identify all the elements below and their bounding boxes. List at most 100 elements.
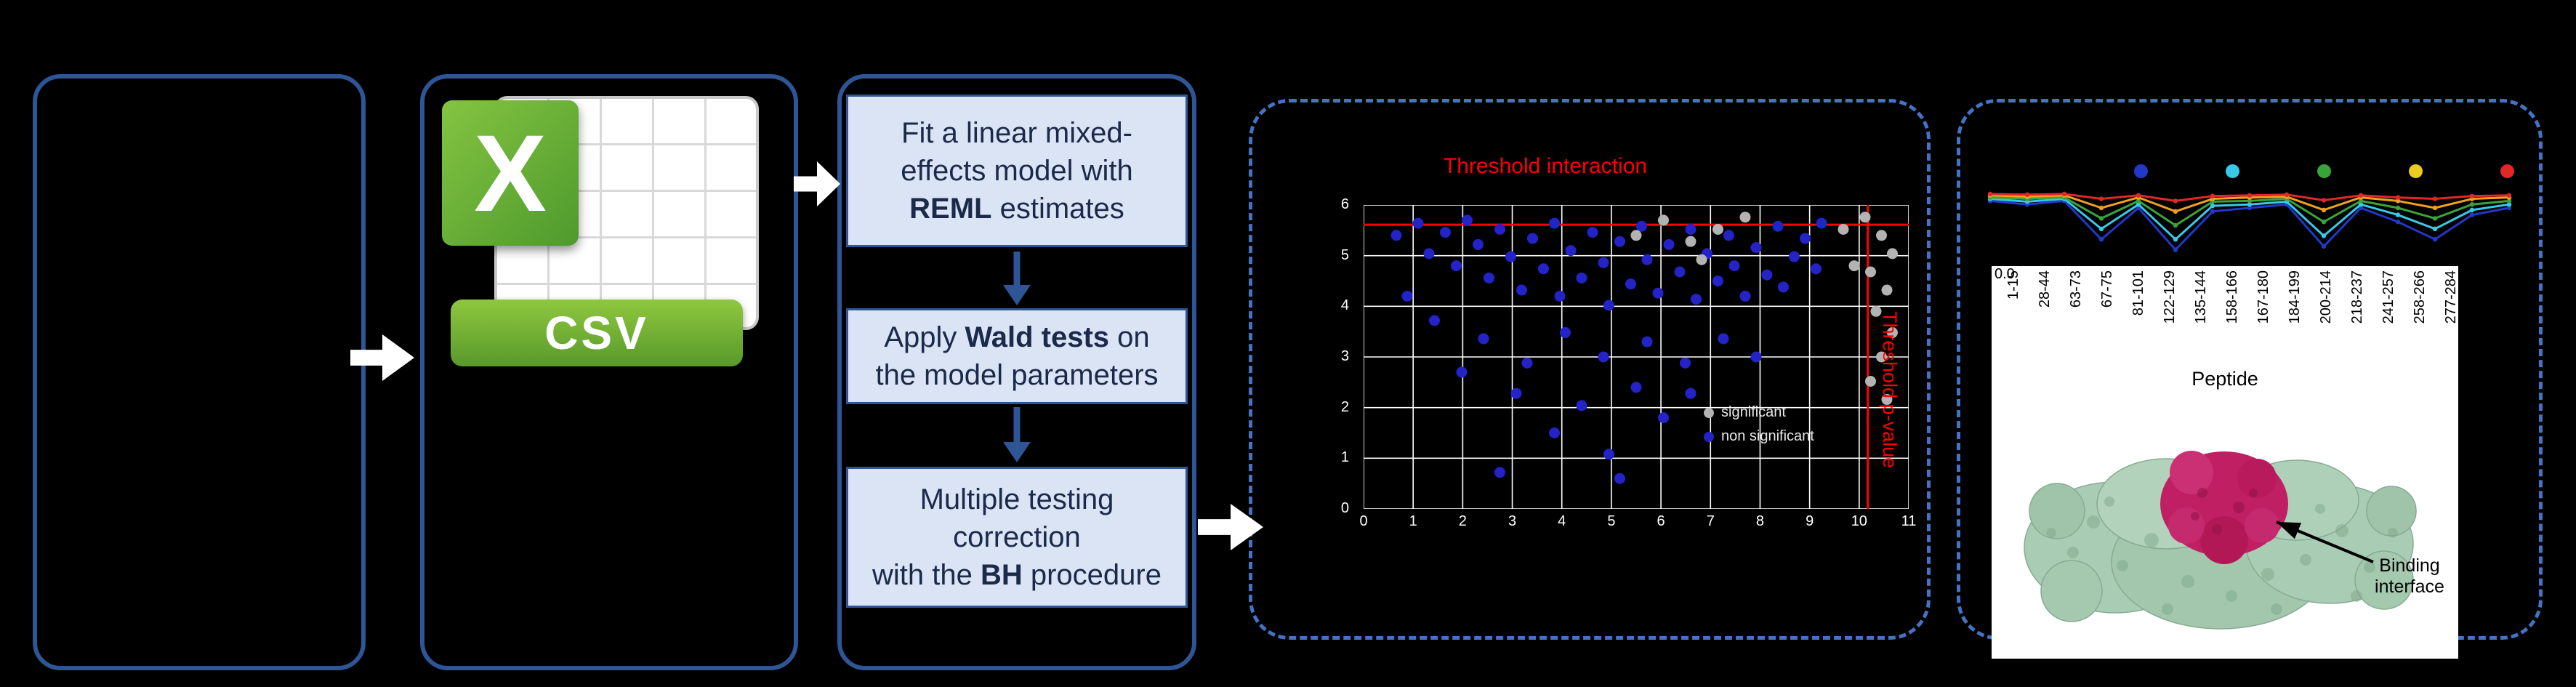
peptide-tick-label: 122-129: [2162, 270, 2178, 324]
uptake-point: [2098, 216, 2104, 221]
scatter-point: [1456, 366, 1468, 378]
scatter-point: [1789, 251, 1800, 262]
step-wald-tests-text: Apply Wald tests on the model parameters: [875, 321, 1159, 391]
scatter-point: [1554, 290, 1566, 302]
step-bh-correction: Multiple testing correction with the BH …: [846, 467, 1188, 608]
scatter-point: [1401, 290, 1413, 302]
uptake-y-tick: 0.0: [1995, 266, 2015, 282]
uptake-point: [2469, 212, 2475, 217]
scatter-point: [1761, 269, 1773, 281]
uptake-point: [2098, 226, 2104, 231]
uptake-point: [2395, 220, 2401, 225]
uptake-point: [2432, 205, 2438, 211]
panel-experimental-design: [33, 74, 366, 670]
scatter-point: [1887, 327, 1898, 339]
scatter-point: [1848, 260, 1860, 272]
scatter-point: [1663, 238, 1675, 250]
scatter-point: [1462, 214, 1473, 226]
x-tick-label: 3: [1508, 513, 1517, 529]
scatter-point: [1691, 294, 1702, 305]
uptake-point: [2098, 237, 2104, 242]
x-tick-label: 7: [1706, 513, 1715, 529]
y-tick-label: 6: [1340, 196, 1349, 212]
scatter-point: [1723, 230, 1734, 241]
scatter-point: [1865, 266, 1876, 278]
scatter-point: [1887, 248, 1898, 260]
scatter-x-ticks: 0 1 2 3 4 5 6 7 8 9 10 11: [1359, 513, 1916, 534]
uptake-point: [2395, 212, 2401, 217]
scatter-point: [1630, 382, 1642, 393]
scatter-point: [1473, 238, 1484, 250]
scatter-point: [1510, 387, 1522, 399]
uptake-point: [2173, 222, 2178, 228]
uptake-point: [2469, 202, 2475, 207]
scatter-point: [1739, 212, 1751, 223]
uptake-point: [2247, 202, 2253, 207]
threshold-pvalue-label: Threshold p-value: [1879, 311, 1901, 469]
scatter-point: [1560, 327, 1571, 339]
x-tick-label: 11: [1901, 513, 1917, 529]
timepoint-legend: [2134, 164, 2514, 178]
scatter-point: [1680, 357, 1691, 369]
scatter-point: [1484, 272, 1494, 284]
uptake-point: [2173, 237, 2178, 242]
legend-item: non significant: [1704, 428, 1814, 445]
uptake-point: [2432, 216, 2438, 221]
step-wald-tests: Apply Wald tests on the model parameters: [846, 308, 1188, 404]
scatter-point: [1728, 260, 1740, 272]
uptake-point: [2358, 202, 2364, 207]
timepoint-dot: [2317, 164, 2331, 178]
scatter-point: [1772, 220, 1784, 232]
scatter-point: [1800, 233, 1811, 244]
uptake-point: [2247, 205, 2253, 211]
scatter-point: [1870, 305, 1882, 317]
peptide-tick-label: 158-166: [2224, 270, 2240, 324]
protein-surface-texture: [2046, 497, 2398, 615]
scatter-point: [1494, 467, 1505, 478]
scatter-point: [1636, 220, 1647, 232]
binding-interface-arrow: [2276, 521, 2374, 563]
uptake-point: [2469, 207, 2475, 213]
uptake-point: [2321, 207, 2327, 213]
peptide-tick-label: 28-44: [2037, 270, 2053, 308]
scatter-point: [1816, 217, 1827, 229]
uptake-point: [2432, 226, 2438, 231]
scatter-point: [1549, 427, 1560, 438]
uptake-point: [2210, 193, 2215, 198]
panel-global-plot: [1249, 99, 1931, 640]
scatter-point: [1527, 233, 1538, 244]
timepoint-dot: [2226, 164, 2239, 178]
scatter-point: [1603, 300, 1614, 311]
uptake-point: [2506, 198, 2512, 204]
scatter-point: [1587, 227, 1598, 238]
uptake-point: [2432, 237, 2438, 242]
scatter-point: [1881, 284, 1893, 296]
legend-label: non significant: [1721, 428, 1814, 444]
scatter-point: [1641, 336, 1653, 347]
scatter-point: [1658, 214, 1669, 226]
csv-banner-label: CSV: [451, 300, 743, 366]
scatter-point: [1685, 387, 1696, 399]
x-tick-label: 2: [1458, 513, 1467, 529]
y-tick-label: 4: [1340, 297, 1349, 314]
uptake-point: [2061, 191, 2067, 196]
scatter-point: [1565, 245, 1577, 257]
peptide-axis-label: Peptide: [2191, 368, 2258, 390]
uptake-point: [1987, 191, 1993, 196]
uptake-point: [2136, 198, 2141, 204]
peptide-tick-label: 218-237: [2349, 270, 2365, 324]
legend-dot: [1704, 407, 1714, 418]
y-tick-label: 1: [1340, 449, 1349, 466]
protein-structure-illustration: [2024, 451, 2417, 630]
uptake-point: [2024, 192, 2030, 197]
y-tick-label: 5: [1340, 246, 1349, 263]
scatter-point: [1429, 315, 1440, 326]
scatter-point: [1603, 449, 1614, 460]
uptake-point: [2210, 203, 2215, 209]
peptide-tick-label: 277-284: [2443, 270, 2459, 324]
legend-item: significant: [1704, 404, 1814, 421]
x-tick-label: 0: [1359, 513, 1368, 529]
y-tick-label: 3: [1340, 348, 1349, 364]
uptake-point: [2247, 198, 2253, 204]
scatter-point: [1598, 351, 1609, 363]
